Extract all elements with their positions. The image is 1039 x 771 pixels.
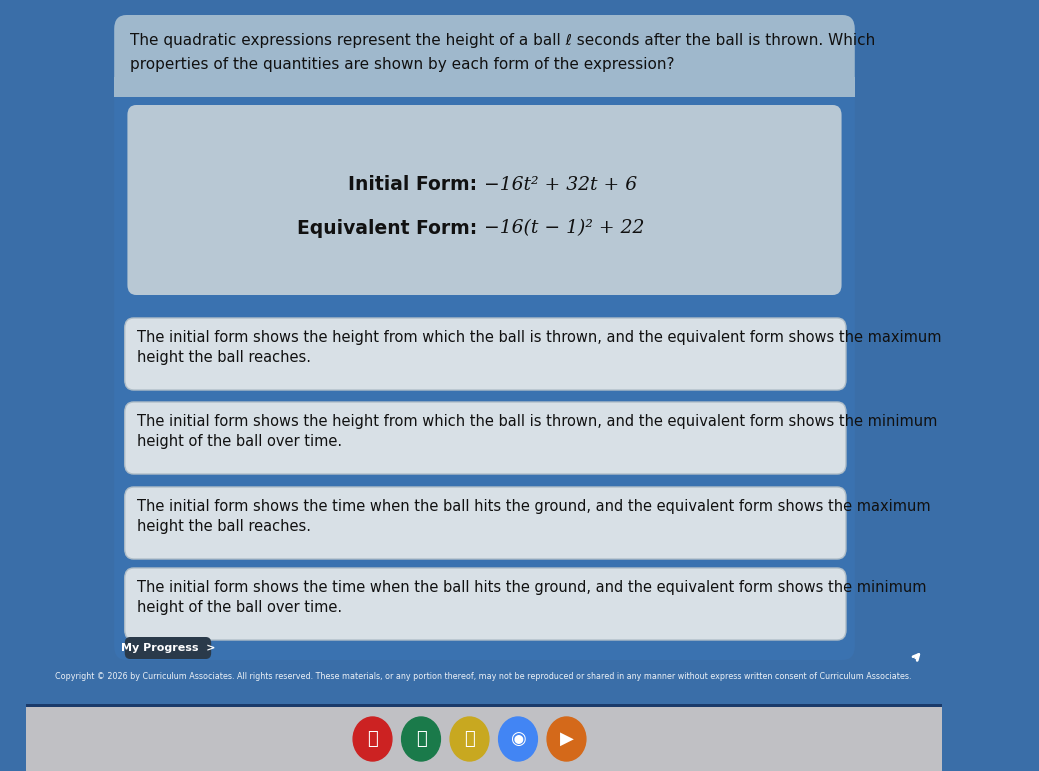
Text: The initial form shows the height from which the ball is thrown, and the equival: The initial form shows the height from w… [137,414,937,449]
Text: properties of the quantities are shown by each form of the expression?: properties of the quantities are shown b… [130,57,674,72]
FancyBboxPatch shape [125,487,846,559]
FancyBboxPatch shape [125,318,846,390]
Circle shape [548,717,586,761]
Text: −16t² + 32t + 6: −16t² + 32t + 6 [483,176,637,194]
Bar [26,704,942,707]
Text: 📝: 📝 [416,730,426,748]
FancyBboxPatch shape [128,105,842,295]
Text: My Progress  >: My Progress > [121,643,215,653]
Circle shape [353,717,392,761]
Text: The initial form shows the time when the ball hits the ground, and the equivalen: The initial form shows the time when the… [137,499,931,534]
Text: Copyright © 2026 by Curriculum Associates. All rights reserved. These materials,: Copyright © 2026 by Curriculum Associate… [55,672,912,681]
FancyBboxPatch shape [114,15,855,660]
Text: Equivalent Form:: Equivalent Form: [297,219,483,238]
Text: 🔍: 🔍 [367,730,378,748]
Bar [26,706,942,771]
Text: 👤: 👤 [464,730,475,748]
Text: The quadratic expressions represent the height of a ball ℓ seconds after the bal: The quadratic expressions represent the … [130,33,875,48]
FancyBboxPatch shape [114,15,855,97]
Circle shape [402,717,441,761]
FancyBboxPatch shape [125,402,846,474]
Text: −16(t − 1)² + 22: −16(t − 1)² + 22 [483,220,644,237]
Text: The initial form shows the time when the ball hits the ground, and the equivalen: The initial form shows the time when the… [137,580,927,614]
FancyBboxPatch shape [125,637,211,659]
Circle shape [450,717,489,761]
FancyBboxPatch shape [125,568,846,640]
Circle shape [499,717,537,761]
Text: ◉: ◉ [510,730,526,748]
Text: The initial form shows the height from which the ball is thrown, and the equival: The initial form shows the height from w… [137,330,941,365]
Text: ▶: ▶ [560,730,574,748]
Text: Initial Form:: Initial Form: [348,175,483,194]
Bar [114,77,855,97]
